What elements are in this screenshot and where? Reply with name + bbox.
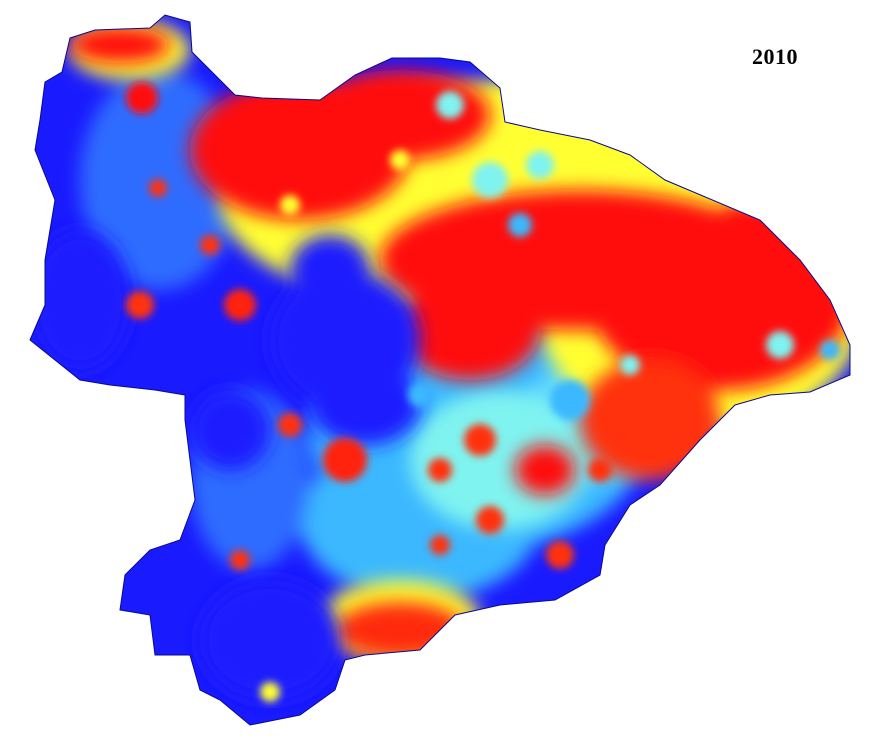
central-low-zone	[30, 230, 420, 700]
year-label: 2010	[752, 44, 798, 69]
region-outline	[29, 14, 851, 726]
hotspots	[126, 82, 612, 702]
cool-spots	[280, 91, 840, 420]
